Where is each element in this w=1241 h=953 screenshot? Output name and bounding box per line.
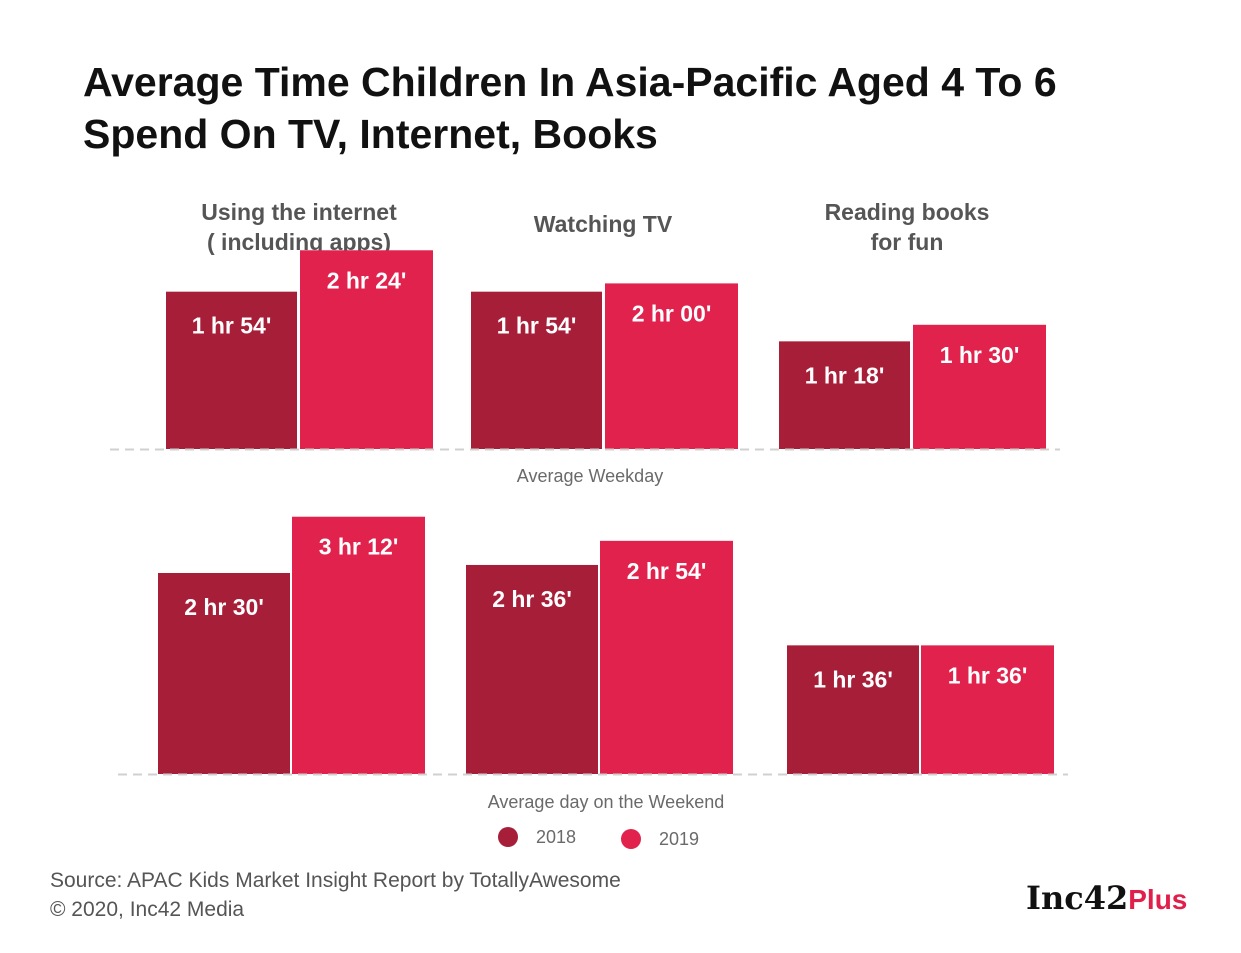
panel-label: Average day on the Weekend — [488, 792, 725, 812]
bar-2018-2 — [471, 291, 602, 449]
chart-title-line-2: Spend On TV, Internet, Books — [83, 111, 658, 157]
category-label: Reading books — [825, 199, 990, 225]
source-note: Source: APAC Kids Market Insight Report … — [50, 866, 621, 924]
copyright-line: © 2020, Inc42 Media — [50, 898, 245, 921]
bar-value-label: 1 hr 30' — [940, 342, 1020, 368]
bar-2018-3 — [779, 341, 910, 449]
chart-title: Average Time Children In Asia-Pacific Ag… — [83, 56, 1203, 160]
category-label: Using the internet — [201, 199, 397, 225]
bar-2019-3 — [913, 324, 1046, 449]
bar-2018-1 — [158, 573, 290, 774]
brand-logo-main: Inc42 — [1026, 879, 1129, 917]
chart-title-line-1: Average Time Children In Asia-Pacific Ag… — [83, 59, 1057, 105]
bar-2019-2 — [605, 283, 738, 449]
bar-2019-1 — [300, 250, 433, 449]
bar-2019-3 — [921, 645, 1054, 774]
bar-value-label: 2 hr 24' — [327, 267, 407, 293]
bar-2019-2 — [600, 540, 733, 774]
bar-value-label: 1 hr 36' — [813, 666, 893, 692]
bar-value-label: 1 hr 54' — [192, 313, 272, 339]
brand-logo: Inc42Plus — [1026, 878, 1187, 924]
legend-label: 2018 — [536, 827, 576, 847]
legend-label: 2019 — [659, 829, 699, 849]
bar-2018-1 — [166, 291, 297, 449]
bar-value-label: 3 hr 12' — [319, 534, 399, 560]
source-line: Source: APAC Kids Market Insight Report … — [50, 869, 621, 892]
bar-value-label: 1 hr 36' — [948, 662, 1028, 688]
bar-value-label: 1 hr 18' — [805, 362, 885, 388]
bar-value-label: 2 hr 00' — [632, 300, 712, 326]
bar-value-label: 2 hr 54' — [627, 558, 707, 584]
brand-logo-plus: Plus — [1128, 884, 1188, 915]
bar-value-label: 2 hr 36' — [492, 586, 572, 612]
category-label: Watching TV — [534, 211, 673, 237]
legend-marker — [498, 827, 518, 847]
legend-marker — [621, 829, 641, 849]
bar-2018-3 — [787, 645, 919, 774]
bar-value-label: 2 hr 30' — [184, 594, 264, 620]
category-label: for fun — [871, 229, 944, 255]
panel-label: Average Weekday — [517, 466, 663, 486]
bar-2019-1 — [292, 516, 425, 774]
bar-2018-2 — [466, 564, 598, 774]
bar-value-label: 1 hr 54' — [497, 313, 577, 339]
